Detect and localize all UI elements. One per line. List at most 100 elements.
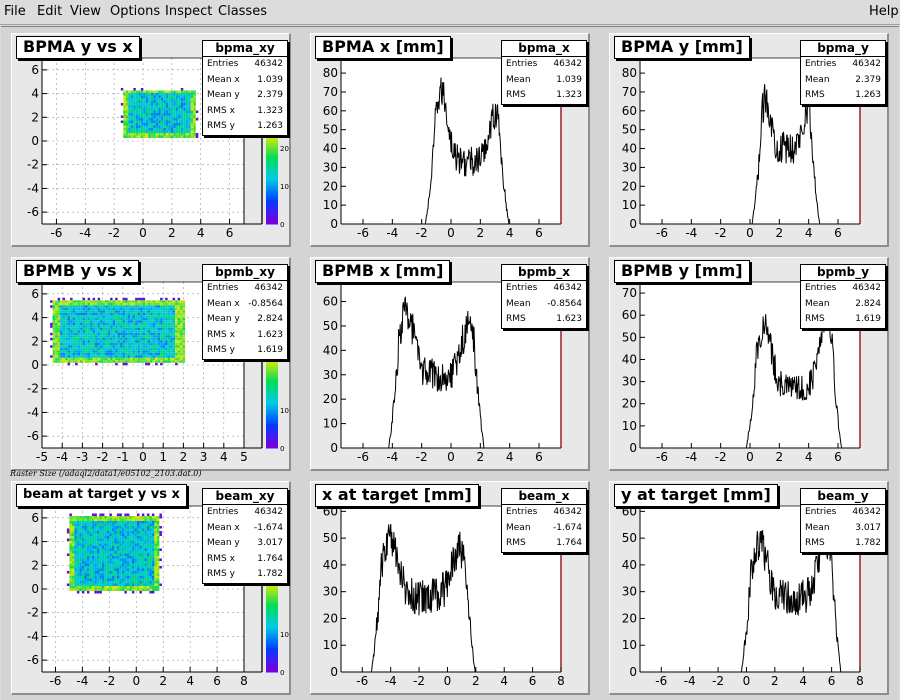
palette-step — [266, 588, 278, 592]
stats-name: bpmb_xy — [203, 265, 287, 281]
palette-step — [266, 648, 278, 652]
x-tick-label: 6 — [213, 674, 221, 688]
palette-step — [266, 627, 278, 631]
y-tick-label: 0 — [31, 134, 39, 148]
x-tick-label: 6 — [226, 226, 234, 240]
x-tick-label: -4 — [56, 450, 68, 464]
x-tick-label: -4 — [685, 226, 697, 240]
palette-step — [266, 609, 278, 613]
stats-box[interactable]: bpma_xy Entries 46342 Mean x 1.039 Mean y 2… — [202, 40, 288, 136]
stats-key: Entries — [805, 507, 837, 517]
pad-beam-xy[interactable]: -6 -4 -2 0 2 4 6 8 -6 -4 -2 0 2 4 6 0 10 beam at target … — [11, 481, 291, 695]
y-tick-label: 2 — [31, 558, 39, 572]
y-tick-label: 0 — [330, 441, 338, 455]
menu-classes[interactable]: Classes — [218, 4, 267, 19]
x-tick-label: -2 — [103, 674, 115, 688]
stats-box[interactable]: bpma_x Entries 46342 Mean 1.039 RMS 1.323 — [501, 40, 587, 105]
x-tick-label: -2 — [416, 450, 428, 464]
palette-step — [266, 654, 278, 658]
menu-help[interactable]: Help — [869, 4, 899, 19]
y-tick-label: 50 — [622, 531, 637, 545]
stats-value: 1.764 — [556, 538, 582, 548]
palette-step — [266, 158, 278, 162]
menu-edit-label: Edit — [37, 4, 63, 19]
x-tick-label: -4 — [385, 674, 397, 688]
x-tick-label: 6 — [535, 226, 543, 240]
root-canvas[interactable]: -6 -4 -2 0 2 4 6 -6 -4 -2 0 2 4 6 0 10 20 BPMA y vs x bp… — [1, 26, 899, 700]
stats-value: 1.782 — [257, 569, 283, 579]
stats-box[interactable]: beam_x Entries 46342 Mean -1.674 RMS 1.764 — [501, 488, 587, 553]
pad-bpmb-x[interactable]: -6 -4 -2 0 2 4 6 0 10 20 30 40 50 60 BPMB x [mm] bpmb… — [310, 257, 590, 471]
x-tick-label: 4 — [506, 226, 514, 240]
menu-options[interactable]: Options — [110, 4, 160, 19]
palette-step — [266, 639, 278, 643]
menu-file[interactable]: File — [4, 4, 26, 19]
y-tick-label: 30 — [323, 160, 338, 174]
palette-step — [266, 636, 278, 640]
y-tick-label: 40 — [622, 352, 637, 366]
y-tick-label: 10 — [323, 198, 338, 212]
menu-view[interactable]: View — [70, 4, 101, 19]
x-tick-label: 0 — [139, 226, 147, 240]
y-tick-label: 70 — [323, 85, 338, 99]
stats-box[interactable]: bpmb_x Entries 46342 Mean -0.8564 RMS 1.623 — [501, 264, 587, 329]
palette-step — [266, 669, 278, 673]
stats-box[interactable]: bpmb_xy Entries 46342 Mean x -0.8564 Mean … — [202, 264, 288, 360]
y-tick-label: 4 — [31, 311, 39, 325]
stats-box[interactable]: beam_xy Entries 46342 Mean x -1.674 Mean y… — [202, 488, 288, 584]
stats-key: Entries — [207, 507, 239, 517]
palette-step — [266, 642, 278, 646]
y-tick-label: 20 — [622, 179, 637, 193]
x-tick-label: 2 — [776, 450, 784, 464]
y-tick-label: -2 — [27, 158, 39, 172]
stats-key: Entries — [805, 59, 837, 69]
x-tick-label: -2 — [715, 226, 727, 240]
pad-beam-x[interactable]: -6 -4 -2 0 2 4 6 8 0 10 20 30 40 50 60 x at target [mm… — [310, 481, 590, 695]
stats-box[interactable]: bpmb_y Entries 46342 Mean 2.824 RMS 1.619 — [800, 264, 886, 329]
pad-beam-y[interactable]: -6 -4 -2 0 2 4 6 8 0 10 20 30 40 50 60 y at target [mm… — [609, 481, 889, 695]
pad-bpma-xy[interactable]: -6 -4 -2 0 2 4 6 -6 -4 -2 0 2 4 6 0 10 20 BPMA y vs x bp… — [11, 33, 291, 247]
menu-edit[interactable]: Edit — [37, 4, 62, 19]
x-tick-label: -4 — [79, 226, 91, 240]
pad-bpma-y[interactable]: -6 -4 -2 0 2 4 6 0 10 20 30 40 50 60 70 80 BPMA y [mm] … — [609, 33, 889, 247]
palette-step — [266, 612, 278, 616]
y-tick-label: 40 — [622, 558, 637, 572]
y-tick-label: 0 — [629, 441, 637, 455]
x-tick-label: 0 — [743, 674, 751, 688]
y-tick-label: 30 — [323, 585, 338, 599]
y-tick-label: 2 — [31, 334, 39, 348]
x-tick-label: 0 — [746, 226, 754, 240]
y-tick-label: 0 — [629, 665, 637, 679]
y-tick-label: 60 — [622, 504, 637, 518]
palette-step — [266, 203, 278, 207]
menu-inspect[interactable]: Inspect — [165, 4, 212, 19]
stats-value: 1.623 — [556, 314, 582, 324]
y-tick-label: 50 — [323, 531, 338, 545]
palette-step — [266, 170, 278, 174]
stats-key: Entries — [506, 507, 538, 517]
x-tick-label: -2 — [715, 450, 727, 464]
palette-step — [266, 600, 278, 604]
palette-tick-label: 10 — [280, 631, 289, 639]
x-tick-label: 0 — [447, 450, 455, 464]
palette-step — [266, 421, 278, 425]
palette-step — [266, 185, 278, 189]
y-tick-label: -2 — [27, 606, 39, 620]
stats-key: Mean y — [207, 90, 240, 100]
stats-name: beam_y — [801, 489, 885, 505]
stats-name: bpmb_x — [502, 265, 586, 281]
pad-bpmb-xy[interactable]: -5 -4 -3 -2 -1 0 1 2 3 4 5 -6 -4 -2 0 2 4 6 0 10 BPMB y vs … — [11, 257, 291, 471]
pad-bpma-x[interactable]: -6 -4 -2 0 2 4 6 0 10 20 30 40 50 60 70 80 BPMA x [mm] … — [310, 33, 590, 247]
x-tick-label: -4 — [386, 226, 398, 240]
stats-key: Mean x — [207, 298, 240, 309]
palette-step — [266, 397, 278, 401]
y-tick-label: 10 — [323, 417, 338, 431]
palette-step — [266, 218, 278, 222]
palette-step — [266, 382, 278, 386]
stats-value: -0.8564 — [248, 298, 283, 309]
palette-step — [266, 149, 278, 153]
palette-step — [266, 212, 278, 216]
stats-box[interactable]: beam_y Entries 46342 Mean 3.017 RMS 1.782 — [800, 488, 886, 553]
stats-box[interactable]: bpma_y Entries 46342 Mean 2.379 RMS 1.263 — [800, 40, 886, 105]
pad-bpmb-y[interactable]: -6 -4 -2 0 2 4 6 0 10 20 30 40 50 60 70 BPMB y [mm] bp… — [609, 257, 889, 471]
